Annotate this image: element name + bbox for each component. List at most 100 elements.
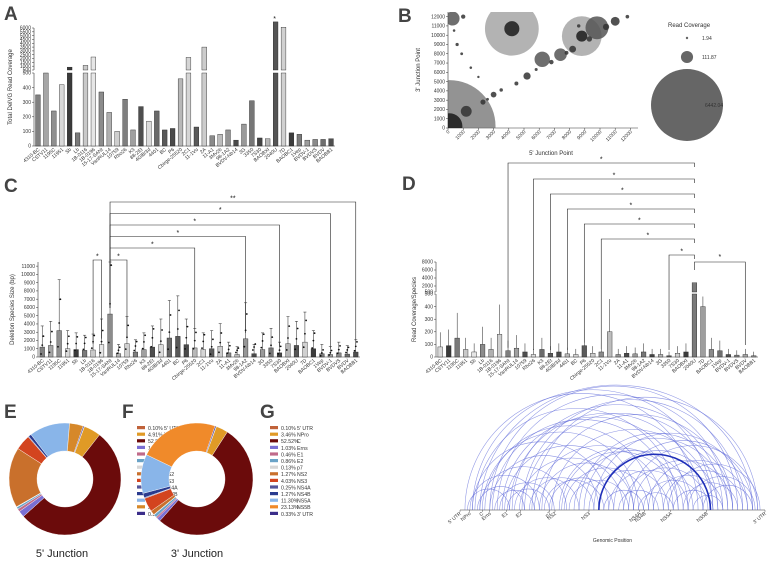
c-data-point — [296, 327, 299, 330]
c-data-point — [167, 348, 170, 351]
c-data-point — [158, 351, 161, 354]
c-y-tick-label: 4000 — [24, 322, 35, 328]
panel-letter-a: A — [4, 4, 18, 25]
b-legend-bubble — [680, 50, 694, 64]
d-significance-star: * — [613, 173, 616, 180]
g-arc — [643, 480, 704, 511]
c-data-point — [336, 352, 339, 355]
g-arc — [648, 460, 748, 511]
d-bar — [649, 354, 655, 358]
c-data-point — [287, 337, 289, 339]
b-x-tick-label: 5000 — [515, 129, 527, 141]
c-x-tick-label: K3 — [139, 358, 148, 367]
f-donut-slice — [205, 425, 217, 453]
d-y-tick-label: 400 — [425, 304, 434, 310]
g-arc — [479, 466, 567, 511]
a-x-tick-label: 7D — [278, 147, 287, 156]
g-arc — [638, 492, 674, 511]
b-bubble — [586, 36, 593, 42]
d-significance-bracket — [533, 178, 695, 350]
f-legend-label: NS2 — [297, 472, 307, 478]
c-data-point — [184, 348, 186, 350]
c-data-point — [185, 336, 188, 339]
c-data-point — [152, 328, 155, 330]
c-bar — [132, 351, 138, 358]
a-y-tick-label: 4500 — [20, 37, 31, 43]
g-arc — [551, 429, 714, 511]
c-significance-star: * — [117, 254, 120, 261]
b-x-tick-label: 7000 — [546, 129, 558, 141]
b-y-tick-label: 8000 — [434, 51, 445, 57]
a-y-tick-label: 200 — [23, 115, 32, 121]
d-bar — [530, 354, 536, 358]
c-data-point — [116, 352, 119, 355]
c-data-point — [236, 349, 239, 352]
c-data-point — [141, 347, 144, 350]
c-data-point — [319, 354, 322, 357]
a-bar — [193, 126, 199, 147]
c-data-point — [243, 345, 246, 348]
a-bar — [67, 72, 73, 147]
f-legend-swatch — [270, 459, 278, 463]
c-data-point — [124, 348, 127, 351]
c-data-point — [320, 351, 323, 354]
c-data-point — [209, 353, 212, 356]
c-data-point — [110, 264, 113, 267]
a-bar — [233, 139, 239, 147]
g-arc — [603, 489, 644, 511]
d-significance-bracket — [550, 193, 695, 350]
c-x-tick-label: Lb — [80, 358, 88, 366]
c-x-tick-label: 4401 — [160, 358, 173, 370]
c-y-tick-label: 10000 — [21, 272, 35, 278]
d-bar — [564, 353, 570, 358]
c-data-point — [127, 324, 130, 327]
d-bar — [488, 349, 494, 358]
c-bar — [56, 330, 62, 358]
d-significance-bracket — [583, 223, 695, 343]
d-bar — [615, 354, 621, 358]
c-bar — [82, 350, 88, 358]
f-legend-label: NS5B — [297, 505, 311, 511]
g-region-label: NS2 — [546, 511, 557, 522]
g-arc-highlight — [598, 453, 712, 511]
c-data-point — [337, 348, 340, 351]
c-data-point — [346, 349, 349, 351]
a-bar — [82, 72, 89, 147]
e-legend-percent: 0.10% — [148, 426, 163, 432]
c-bar — [302, 341, 308, 358]
c-data-point — [178, 309, 180, 312]
d-significance-bracket — [694, 261, 746, 345]
e-legend-swatch — [137, 432, 145, 436]
b-y-tick-label: 1000 — [434, 116, 445, 122]
c-data-point — [253, 346, 255, 348]
e-legend-swatch — [137, 439, 145, 443]
c-bar — [268, 347, 274, 358]
c-data-point — [195, 331, 197, 334]
a-bar — [312, 139, 318, 147]
c-data-point — [117, 349, 120, 352]
c-data-point — [237, 347, 240, 349]
b-bubble — [554, 48, 567, 61]
f-donut-slice — [159, 431, 254, 536]
g-arc — [682, 482, 738, 511]
c-data-point — [329, 351, 332, 354]
c-y-tick-label: 6000 — [24, 305, 35, 311]
d-bar — [463, 349, 469, 358]
g-region-label: E2 — [515, 511, 524, 520]
a-y-tick-label: 5000 — [20, 33, 31, 39]
b-x-tick-label: 1000 — [455, 129, 467, 141]
a-y-tick-label: 4000 — [20, 41, 31, 47]
c-data-point — [59, 298, 62, 301]
b-bubble — [602, 23, 610, 30]
c-bar — [107, 313, 113, 358]
a-bar — [177, 78, 184, 147]
a-bar — [90, 72, 96, 147]
d-significance-star: * — [719, 254, 722, 261]
f-legend-label: NS3 — [297, 479, 307, 485]
b-legend-bubble — [651, 69, 723, 141]
c-bar — [243, 338, 249, 358]
c-data-point — [302, 346, 305, 349]
b-bubble — [499, 88, 503, 92]
e-donut-slice — [73, 425, 85, 453]
b-y-tick-label: 6000 — [434, 70, 445, 76]
